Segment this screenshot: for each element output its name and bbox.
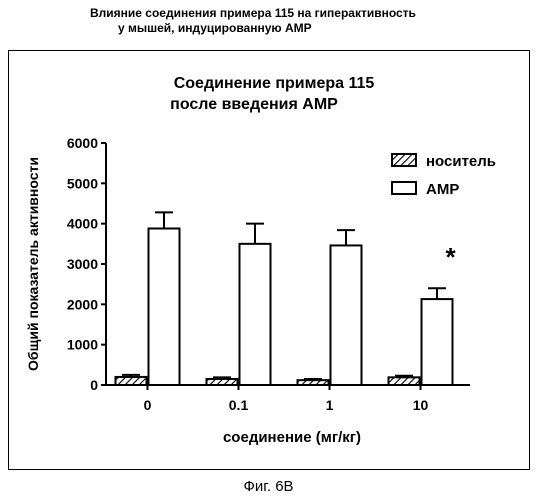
y-axis-label: Общий показатель активности [25,157,41,371]
x-tick-label: 10 [413,397,429,413]
bar-vehicle [207,379,238,385]
bar-chart: Соединение примера 115 после введения AM… [0,0,537,470]
y-tick-label: 0 [90,377,98,393]
bar-amp [331,245,362,385]
legend-swatch-vehicle [392,154,416,166]
bar-amp [149,229,180,385]
chart-title-line-1: Соединение примера 115 [174,75,375,92]
bar-vehicle [116,377,147,385]
y-tick-label: 6000 [67,135,98,151]
x-tick-label: 1 [326,397,334,413]
y-tick-label: 2000 [67,296,98,312]
chart-title-line-2: после введения AMP [170,96,338,113]
figure-caption: Фиг. 6В [0,478,537,495]
bar-vehicle [298,380,329,385]
x-tick-label: 0.1 [229,397,249,413]
legend-label-amp: AMP [426,181,459,198]
bar-amp [240,244,271,385]
x-tick-label: 0 [144,397,152,413]
y-tick-label: 1000 [67,337,98,353]
bar-vehicle [389,377,420,385]
bar-amp [422,299,453,385]
x-axis-label: соединение (мг/кг) [223,429,361,446]
y-tick-label: 3000 [67,256,98,272]
y-tick-label: 4000 [67,216,98,232]
y-tick-label: 5000 [67,175,98,191]
legend-label-vehicle: носитель [426,153,496,170]
legend-swatch-amp [392,182,416,194]
significance-star: * [445,242,456,272]
